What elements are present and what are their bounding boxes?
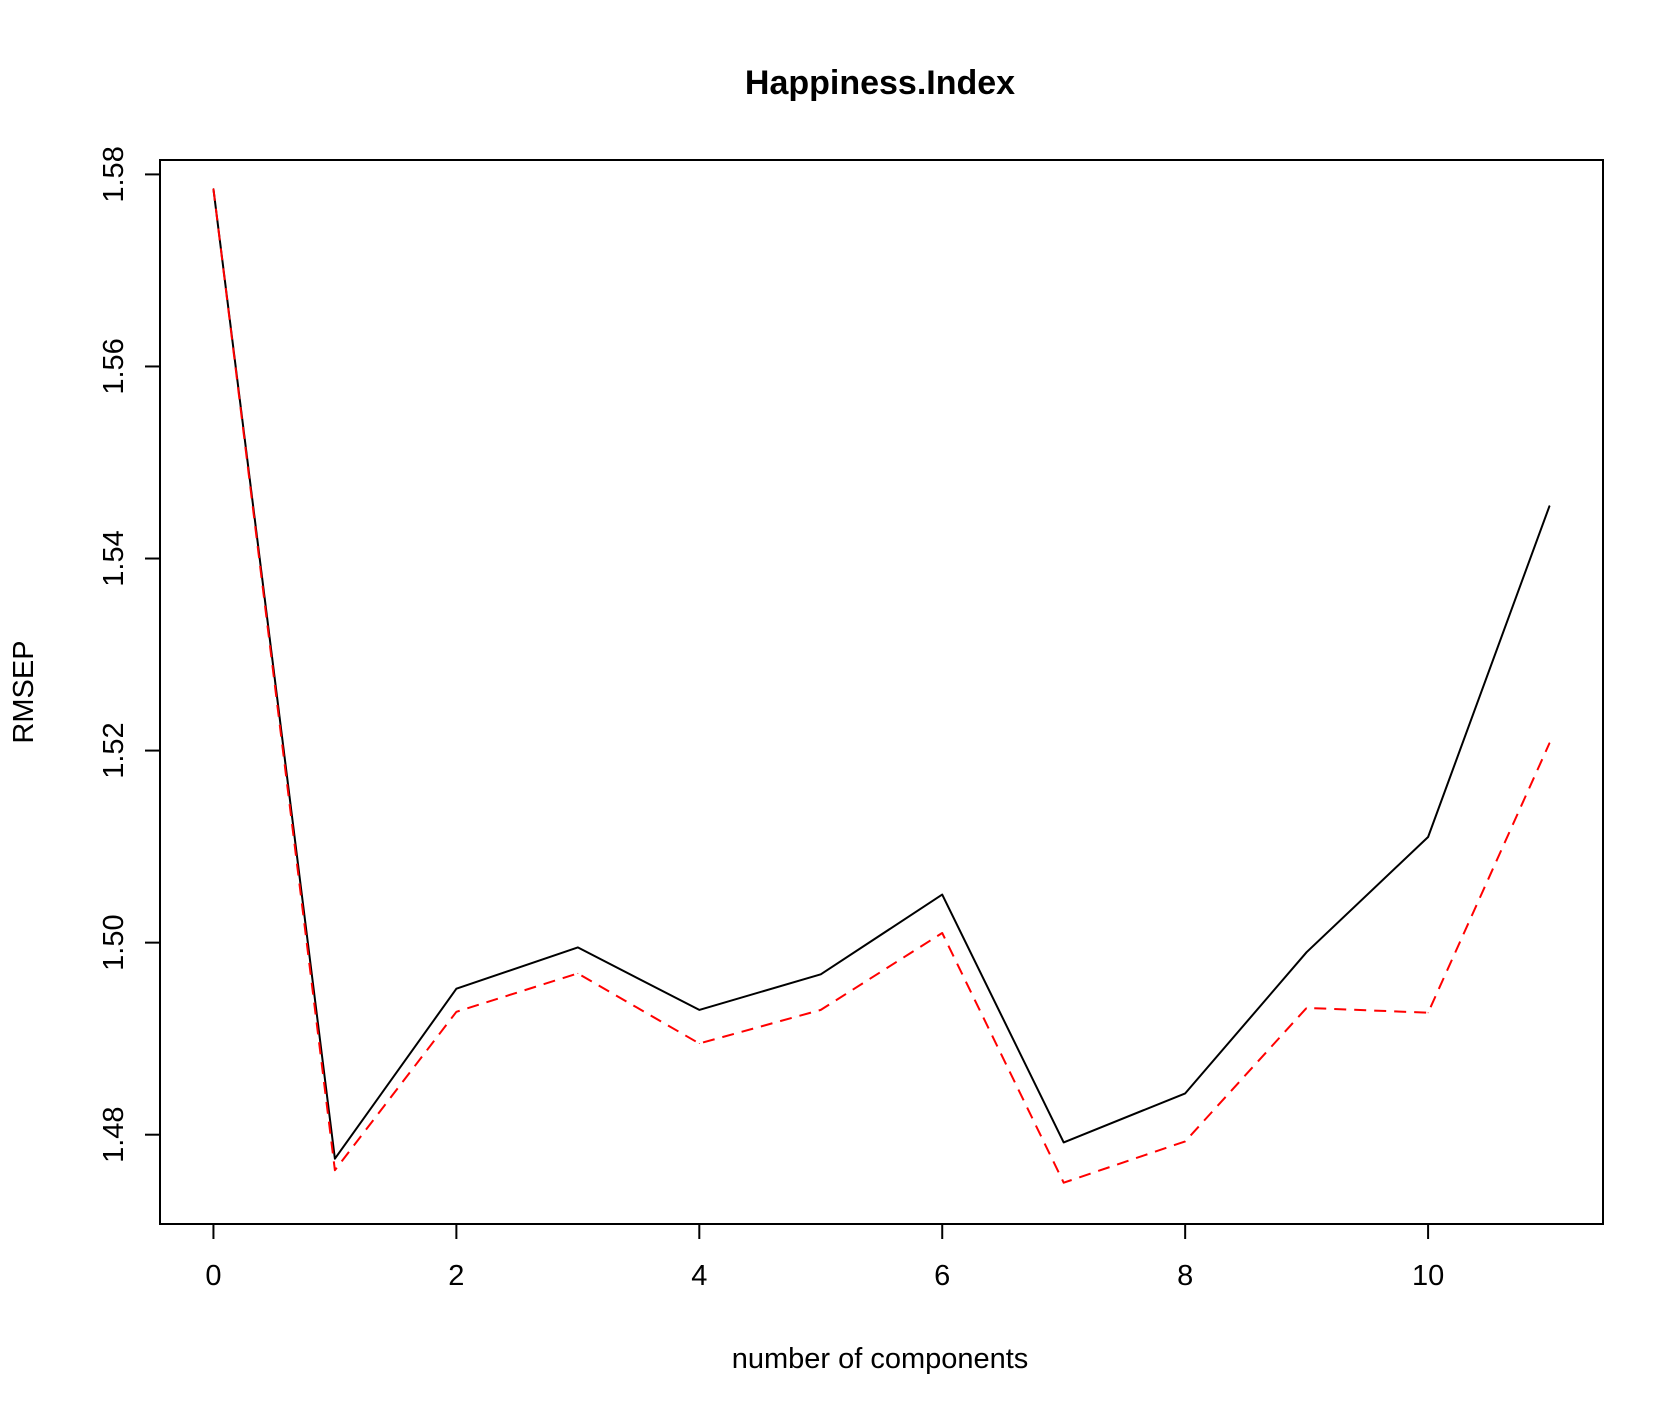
y-axis: 1.48 1.50 1.52 1.54 1.56 1.58 [98,146,161,1163]
x-tick-label: 10 [1412,1260,1444,1292]
x-tick-label: 8 [1177,1260,1193,1292]
series-2-point [1427,1012,1429,1014]
series-1-point [941,894,943,896]
series-1-point [698,1009,700,1011]
x-axis: 0 2 4 6 8 10 [205,1223,1444,1292]
x-tick-label: 2 [448,1260,464,1292]
series-2-point [1306,1007,1308,1009]
y-tick-label: 1.54 [98,530,130,586]
x-tick-label: 6 [934,1260,950,1292]
series-2-point [698,1042,700,1044]
series-2-point [941,932,943,934]
chart-title: Happiness.Index [745,64,1015,102]
x-axis-title: number of components [732,1343,1029,1375]
series-1-point [1549,505,1551,507]
x-tick-label: 0 [205,1260,221,1292]
solid-series-line [212,188,1551,1160]
series-2-point [212,188,214,190]
series-1-point [1306,951,1308,953]
series-2-point [820,1009,822,1011]
y-axis-title: RMSEP [8,640,40,743]
y-tick-label: 1.56 [98,338,130,394]
series-1-point [1427,836,1429,838]
series-2-point [1549,742,1551,744]
series-2-point [334,1169,336,1171]
series-2-point [1063,1182,1065,1184]
series-2-point [1184,1140,1186,1142]
series-1-point [1184,1092,1186,1094]
series-1-point [334,1158,336,1160]
y-tick-label: 1.58 [98,146,130,202]
series-2-point [577,972,579,974]
series-2-point [455,1011,457,1013]
series-1-point [820,973,822,975]
x-tick-label: 4 [691,1260,707,1292]
series-1-point [455,988,457,990]
y-tick-label: 1.50 [98,914,130,970]
series-layer [212,188,1551,1184]
series-1-point [1063,1141,1065,1143]
y-tick-label: 1.48 [98,1106,130,1162]
y-tick-label: 1.52 [98,722,130,778]
series-1-point [577,946,579,948]
